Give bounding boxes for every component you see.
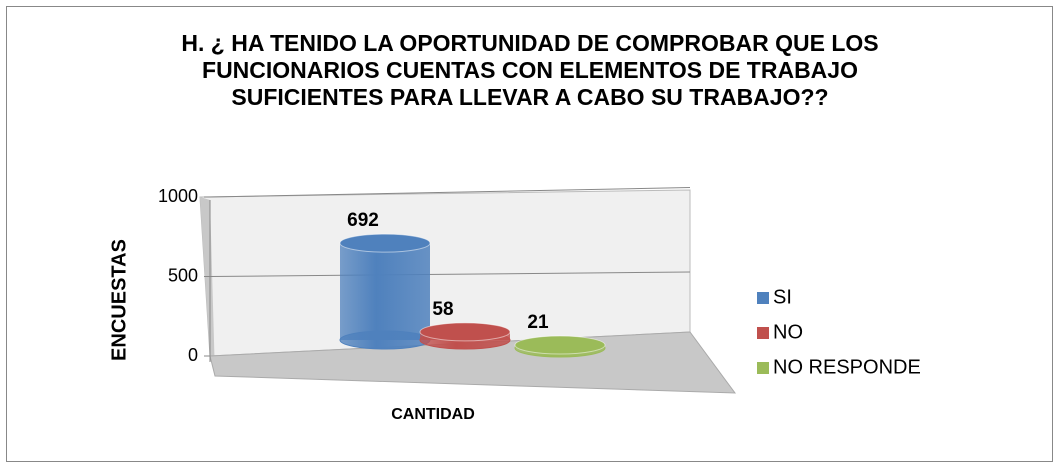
legend-swatch xyxy=(757,327,769,339)
chart-title: H. ¿ HA TENIDO LA OPORTUNIDAD DE COMPROB… xyxy=(181,30,879,110)
y-tick-label: 1000 xyxy=(158,186,198,206)
grid-line xyxy=(209,187,691,198)
side-wall xyxy=(200,197,215,376)
y-tick-label: 0 xyxy=(188,345,198,365)
data-label: 21 xyxy=(527,312,549,333)
legend-label: NO RESPONDE xyxy=(773,356,921,378)
data-label: 58 xyxy=(432,299,453,320)
legend-label: NO xyxy=(773,321,803,343)
bar-top xyxy=(419,322,511,342)
bar-top xyxy=(514,335,606,355)
bar xyxy=(340,243,430,340)
bar-top xyxy=(339,233,431,253)
grid-line xyxy=(209,271,691,277)
x-axis-label: CANTIDAD xyxy=(391,406,475,423)
legend-swatch xyxy=(757,292,769,304)
y-axis-label: ENCUESTAS xyxy=(108,239,130,361)
y-tick-label: 500 xyxy=(168,265,198,285)
legend-label: SI xyxy=(773,286,792,308)
legend-swatch xyxy=(757,362,769,374)
data-label: 692 xyxy=(347,210,379,231)
